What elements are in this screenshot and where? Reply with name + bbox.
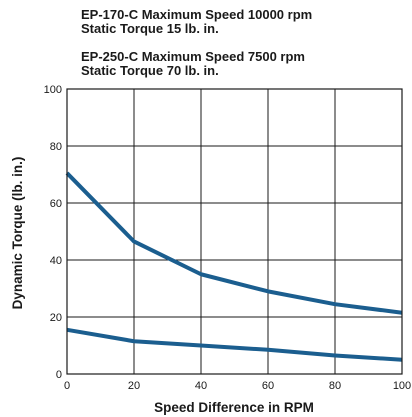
x-tick-label: 40 bbox=[195, 380, 207, 392]
x-axis-label: Speed Difference in RPM bbox=[154, 400, 314, 415]
y-tick-label: 40 bbox=[50, 255, 62, 267]
caption-line-2: Static Torque 15 lb. in. bbox=[81, 21, 219, 36]
plot-frame bbox=[66, 88, 403, 375]
y-tick-label: 100 bbox=[44, 84, 62, 96]
x-tick-label: 20 bbox=[128, 380, 140, 392]
series-layer bbox=[65, 171, 403, 362]
y-tick-labels: 0 20 40 60 80 100 bbox=[44, 84, 62, 381]
x-tick-labels: 0 20 40 60 80 100 bbox=[64, 380, 411, 392]
y-axis-label: Dynamic Torque (lb. in.) bbox=[10, 157, 25, 310]
x-tick-label: 0 bbox=[64, 380, 70, 392]
x-tick-label: 80 bbox=[329, 380, 341, 392]
series-line-2 bbox=[66, 327, 403, 362]
y-tick-label: 80 bbox=[50, 141, 62, 153]
caption-line-1: EP-170-C Maximum Speed 10000 rpm bbox=[81, 7, 312, 22]
caption-line-3: EP-250-C Maximum Speed 7500 rpm bbox=[81, 49, 305, 64]
y-tick-label: 20 bbox=[50, 312, 62, 324]
y-tick-label: 60 bbox=[50, 198, 62, 210]
y-tick-label: 0 bbox=[56, 369, 62, 381]
chart-captions: EP-170-C Maximum Speed 10000 rpm Static … bbox=[81, 7, 312, 78]
x-tick-label: 100 bbox=[393, 380, 411, 392]
caption-line-4: Static Torque 70 lb. in. bbox=[81, 63, 219, 78]
grid bbox=[66, 88, 403, 375]
x-tick-label: 60 bbox=[262, 380, 274, 392]
series-line-1 bbox=[65, 171, 403, 315]
